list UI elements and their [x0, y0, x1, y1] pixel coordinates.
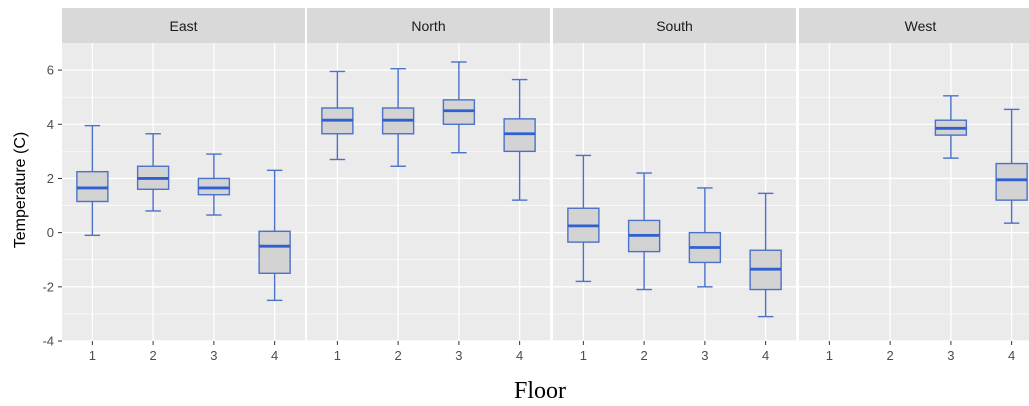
- panel-strip-east: [62, 8, 305, 43]
- panel-east: East 1 2 3 4: [62, 8, 305, 363]
- x-tick-label: 4: [271, 348, 278, 363]
- box-north-floor-1: [321, 70, 354, 161]
- box-iqr: [995, 162, 1028, 201]
- panel-title-east: East: [169, 18, 197, 34]
- panel-title-south: South: [656, 18, 693, 34]
- box-east-floor-1: [76, 124, 109, 237]
- x-tick-label: 3: [210, 348, 217, 363]
- box-south-floor-1: [567, 154, 600, 283]
- chart-panels: East 1 2 3 4 North 1 2 3 4 South 1 2 3 4 West 1 2 3 4: [62, 8, 1029, 363]
- x-tick-label: 1: [826, 348, 833, 363]
- x-tick-label: 2: [150, 348, 157, 363]
- y-tick-label: 4: [47, 117, 54, 132]
- box-north-floor-2: [381, 68, 415, 167]
- x-tick-label: 2: [395, 348, 402, 363]
- panel-south: South 1 2 3 4: [553, 8, 796, 363]
- panel-strip-west: [799, 8, 1029, 43]
- box-iqr: [258, 230, 291, 274]
- box-west-floor-3: [934, 95, 968, 159]
- panel-background-west: [799, 43, 1029, 341]
- x-tick-label: 3: [701, 348, 708, 363]
- y-tick-label: 0: [47, 225, 54, 240]
- x-tick-label: 2: [887, 348, 894, 363]
- panel-title-west: West: [905, 18, 937, 34]
- panel-background-north: [307, 43, 550, 341]
- x-tick-label: 2: [641, 348, 648, 363]
- x-tick-label: 1: [580, 348, 587, 363]
- x-tick-label: 1: [334, 348, 341, 363]
- panel-title-north: North: [411, 18, 445, 34]
- box-south-floor-4: [749, 192, 782, 318]
- x-axis-label: Floor: [514, 378, 566, 404]
- x-tick-label: 4: [516, 348, 523, 363]
- box-north-floor-4: [503, 78, 536, 201]
- panel-background-south: [553, 43, 796, 341]
- box-east-floor-2: [136, 133, 170, 212]
- box-east-floor-3: [197, 153, 231, 216]
- panel-strip-south: [553, 8, 796, 43]
- y-tick-label: 6: [47, 63, 54, 78]
- y-axis: -4 -2 0 2 4 6: [42, 63, 62, 349]
- x-tick-label: 1: [89, 348, 96, 363]
- x-tick-label: 3: [455, 348, 462, 363]
- y-axis-label: Temperature (C): [12, 132, 29, 248]
- y-tick-label: -4: [42, 334, 54, 349]
- box-east-floor-4: [258, 169, 291, 302]
- x-tick-label: 3: [947, 348, 954, 363]
- box-south-floor-3: [688, 187, 722, 288]
- x-tick-label: 4: [762, 348, 769, 363]
- x-tick-label: 4: [1008, 348, 1015, 363]
- panel-strip-north: [307, 8, 550, 43]
- box-south-floor-2: [627, 172, 661, 291]
- box-west-floor-4: [995, 108, 1028, 224]
- y-tick-label: 2: [47, 171, 54, 186]
- box-north-floor-3: [442, 61, 476, 154]
- y-tick-label: -2: [42, 279, 54, 294]
- panel-west: West 1 2 3 4: [799, 8, 1029, 363]
- panel-north: North 1 2 3 4: [307, 8, 550, 363]
